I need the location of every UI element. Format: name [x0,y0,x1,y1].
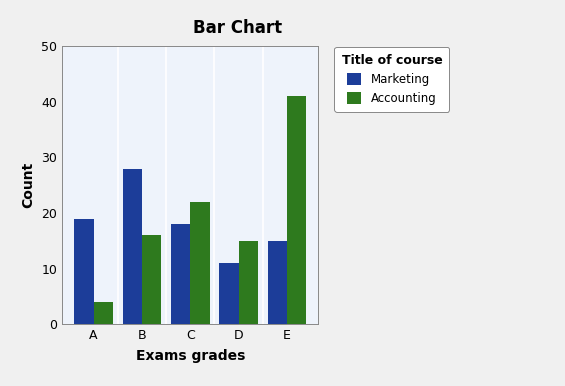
Bar [190,202,210,324]
Bar [142,235,161,324]
Bar [268,241,287,324]
X-axis label: Exams grades: Exams grades [136,349,245,363]
Bar [219,263,238,324]
Bar [94,302,113,324]
Bar [238,241,258,324]
Text: Bar Chart: Bar Chart [193,19,282,37]
Bar [123,169,142,324]
Bar [171,224,190,324]
Y-axis label: Count: Count [21,162,36,208]
Bar [74,218,94,324]
Legend: Marketing, Accounting: Marketing, Accounting [334,47,449,112]
Bar [287,96,306,324]
